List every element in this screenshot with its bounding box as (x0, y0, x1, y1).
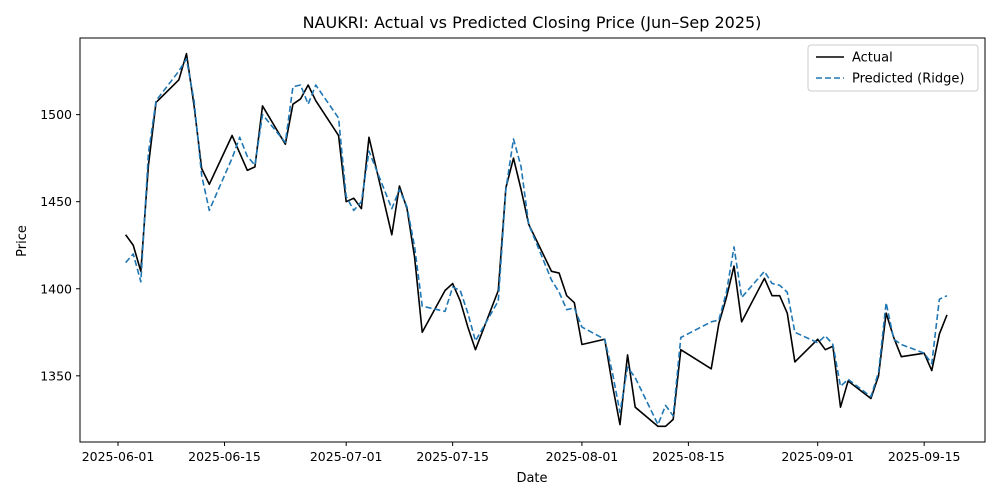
series-line-predicted (125, 58, 948, 426)
x-tick-label: 2025-09-15 (888, 449, 961, 464)
x-axis-label: Date (516, 471, 547, 486)
legend: Actual Predicted (Ridge) (807, 44, 979, 92)
x-tick-label: 2025-06-15 (188, 449, 261, 464)
x-tick-label: 2025-08-15 (652, 449, 725, 464)
y-tick-label: 1400 (40, 281, 72, 296)
plot-frame (79, 37, 986, 443)
series-line-actual (124, 52, 948, 428)
legend-box (807, 44, 979, 92)
series-layer (124, 52, 948, 428)
x-tick-label: 2025-06-01 (82, 449, 155, 464)
x-tick-label: 2025-09-01 (781, 449, 854, 464)
chart-title: NAUKRI: Actual vs Predicted Closing Pric… (303, 13, 762, 32)
y-axis: 1350 1400 1450 1500 (40, 107, 80, 383)
y-tick-label: 1500 (40, 107, 72, 122)
x-tick-label: 2025-07-01 (310, 449, 383, 464)
y-axis-label: Price (15, 225, 30, 257)
y-tick-label: 1450 (40, 194, 72, 209)
x-axis: 2025-06-01 2025-06-15 2025-07-01 2025-07-15… (82, 442, 961, 464)
legend-label: Actual (852, 51, 893, 66)
legend-label: Predicted (Ridge) (852, 72, 964, 87)
x-tick-label: 2025-08-01 (546, 449, 619, 464)
x-tick-label: 2025-07-15 (416, 449, 489, 464)
y-tick-label: 1350 (40, 368, 72, 383)
